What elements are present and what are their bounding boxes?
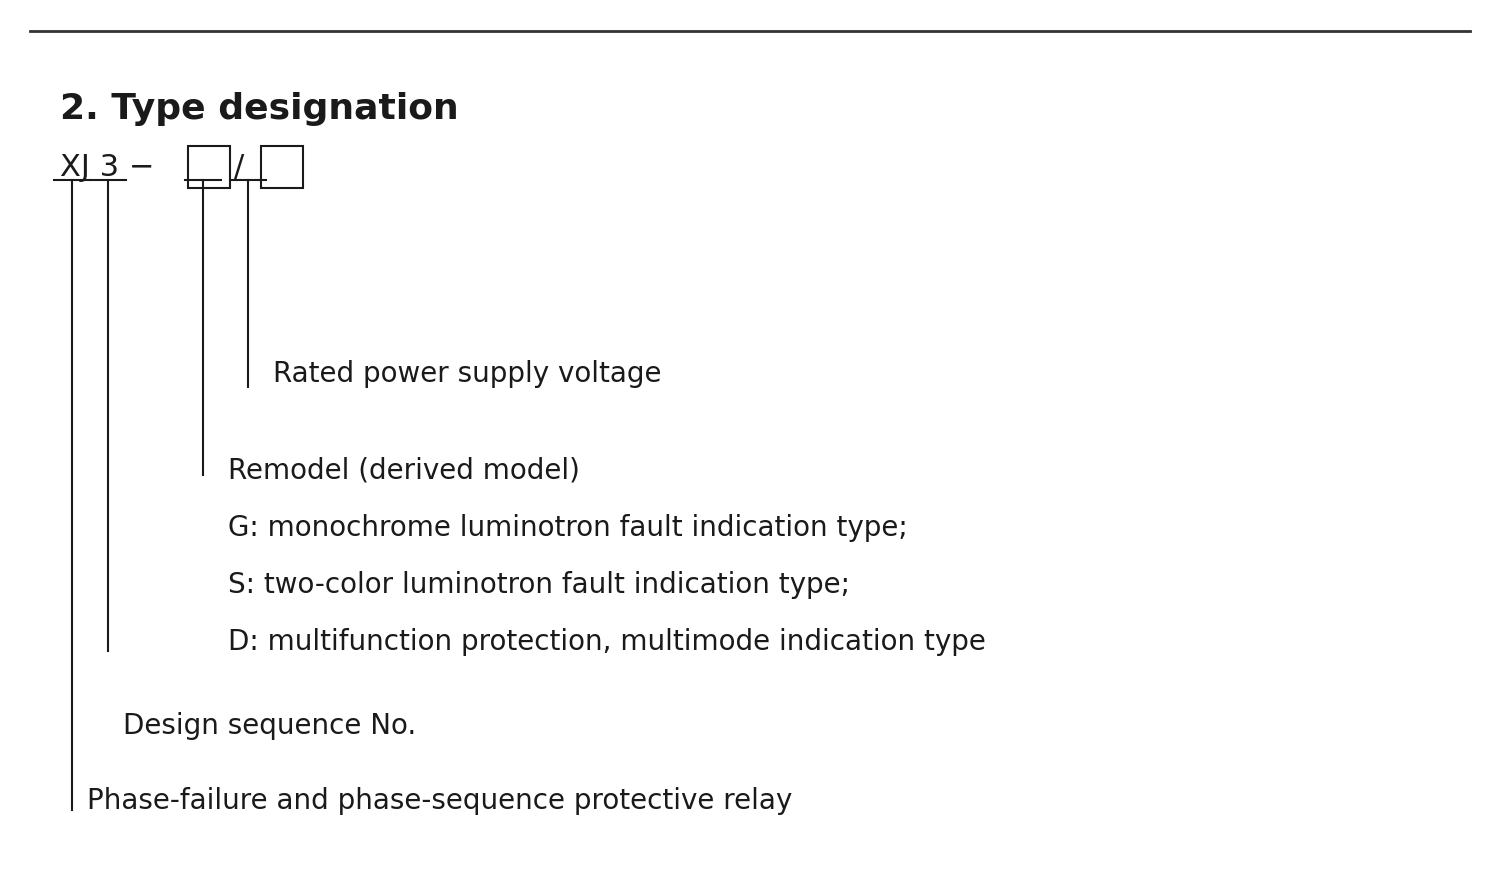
Text: Remodel (derived model): Remodel (derived model)	[228, 457, 580, 485]
Bar	[261, 146, 303, 188]
Text: G: monochrome luminotron fault indication type;: G: monochrome luminotron fault indicatio…	[228, 514, 907, 542]
Text: XJ 3 −: XJ 3 −	[60, 153, 164, 181]
Text: S: two-color luminotron fault indication type;: S: two-color luminotron fault indication…	[228, 571, 850, 599]
Text: D: multifunction protection, multimode indication type: D: multifunction protection, multimode i…	[228, 628, 986, 656]
Text: Phase-failure and phase-sequence protective relay: Phase-failure and phase-sequence protect…	[87, 787, 792, 815]
Text: 2. Type designation: 2. Type designation	[60, 92, 459, 127]
Text: Rated power supply voltage: Rated power supply voltage	[273, 360, 662, 388]
Text: /: /	[234, 153, 244, 181]
Bar	[188, 146, 230, 188]
Text: Design sequence No.: Design sequence No.	[123, 712, 416, 740]
